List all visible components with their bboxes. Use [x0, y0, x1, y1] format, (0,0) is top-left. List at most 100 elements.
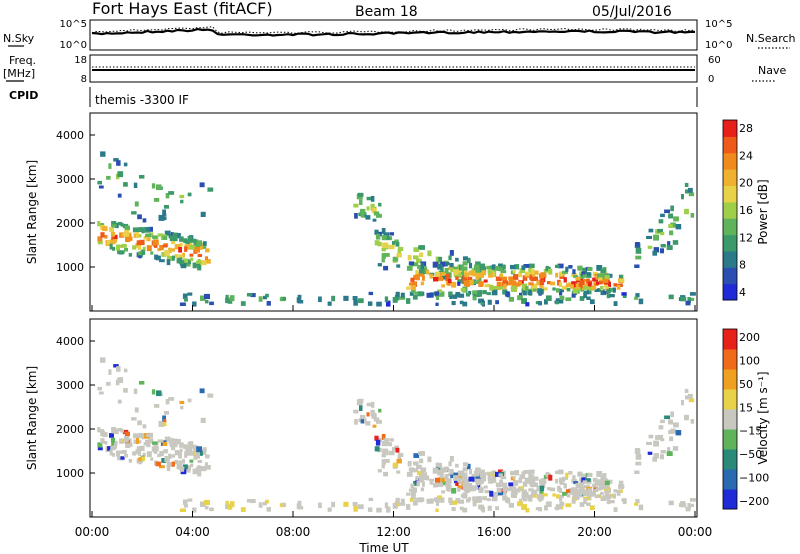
- power-cell: [205, 259, 211, 264]
- power-cell: [296, 297, 301, 303]
- velocity-cell: [125, 443, 131, 449]
- power-cell: [282, 297, 287, 301]
- velocity-cell: [197, 450, 203, 456]
- power-cell: [163, 213, 167, 217]
- velocity-cell: [562, 476, 568, 480]
- velocity-cell: [533, 482, 538, 487]
- power-cell: [448, 255, 452, 261]
- velocity-cell: [156, 390, 162, 397]
- power-cell: [600, 285, 604, 290]
- velocity-cell: [535, 507, 541, 511]
- noise-right-tick-low: 10^0: [705, 40, 732, 51]
- power-cell: [184, 297, 188, 302]
- velocity-cell: [204, 462, 208, 466]
- power-cell: [383, 232, 389, 238]
- power-cell: [408, 282, 415, 286]
- velocity-cell: [394, 445, 399, 450]
- power-cell: [471, 267, 475, 273]
- velocity-cell: [491, 495, 498, 502]
- velocity-cell: [192, 507, 197, 513]
- velocity-cell: [579, 485, 585, 492]
- power-cell: [603, 289, 609, 294]
- power-cell: [565, 297, 572, 302]
- velocity-cell: [449, 501, 453, 505]
- velocity-cell: [589, 505, 595, 511]
- power-cell: [596, 281, 600, 285]
- power-cell: [653, 247, 659, 253]
- velocity-cell: [413, 487, 417, 491]
- power-cell: [417, 291, 424, 297]
- power-cell: [594, 288, 600, 292]
- velocity-cell: [670, 411, 674, 418]
- power-cell: [508, 296, 514, 302]
- velocity-cell: [606, 499, 611, 505]
- velocity-cell: [681, 400, 684, 406]
- power-cell: [462, 275, 467, 281]
- power-cell: [137, 234, 142, 238]
- power-cell: [168, 191, 175, 195]
- velocity-cell: [652, 456, 658, 462]
- velocity-cell: [451, 507, 456, 512]
- power-cell: [418, 269, 425, 275]
- velocity-cell: [668, 500, 674, 506]
- velocity-cell: [353, 409, 359, 414]
- velocity-cell: [170, 438, 174, 442]
- velocity-cell: [591, 491, 597, 496]
- xtick-label: 08:00: [276, 525, 311, 539]
- power-cell: [555, 272, 559, 278]
- velocity-cell: [548, 474, 553, 481]
- velocity-cell: [440, 477, 445, 482]
- power-cell: [517, 295, 523, 301]
- power-cell: [460, 264, 464, 270]
- power-cell: [581, 271, 587, 277]
- power-cell: [510, 264, 516, 270]
- power-cell: [117, 171, 124, 178]
- velocity-cell: [495, 506, 499, 511]
- power-cell: [381, 228, 386, 234]
- velocity-cell: [366, 412, 370, 417]
- power-cell: [483, 279, 488, 283]
- power-cell: [157, 247, 161, 252]
- power-cell: [498, 286, 504, 290]
- velocity-cell: [669, 436, 674, 442]
- velocity-cell: [522, 481, 528, 487]
- velocity-cell: [111, 430, 117, 434]
- velocity-cell: [456, 478, 462, 485]
- velocity-cell: [174, 443, 178, 448]
- velocity-cell: [183, 444, 188, 450]
- velocity-cell: [559, 497, 563, 502]
- velocity-cell: [585, 478, 591, 482]
- velocity-cell: [634, 470, 640, 474]
- velocity-cell: [163, 419, 167, 423]
- velocity-cell: [673, 422, 679, 428]
- velocity-cell: [202, 449, 207, 455]
- power-cell: [670, 205, 674, 212]
- power-cell: [426, 269, 430, 275]
- power-cell: [331, 295, 336, 302]
- velocity-cell: [357, 398, 364, 403]
- velocity-cell: [279, 503, 285, 508]
- power-cell: [194, 247, 200, 253]
- power-cell: [660, 244, 666, 248]
- power-cell: [128, 253, 132, 257]
- power-cell: [530, 268, 535, 275]
- velocity-cell: [536, 486, 540, 492]
- power-cell: [681, 194, 684, 200]
- power-cell: [204, 293, 210, 300]
- velocity-cell: [318, 502, 322, 509]
- velocity-cell: [157, 453, 161, 458]
- velocity-cell: [528, 473, 533, 479]
- velocity-cell: [395, 447, 400, 453]
- velocity-cell: [475, 480, 479, 486]
- power-cell: [419, 252, 424, 258]
- power-cell: [392, 297, 398, 303]
- power-cell: [189, 257, 194, 262]
- power-cell: [170, 232, 174, 236]
- power-cell: [406, 265, 413, 271]
- velocity-cell: [179, 508, 186, 512]
- power-cell: [143, 236, 148, 240]
- nsky-label: N.Sky: [3, 32, 35, 45]
- velocity-cell: [432, 467, 439, 474]
- velocity-cell: [685, 395, 689, 400]
- velocity-cell: [689, 503, 695, 507]
